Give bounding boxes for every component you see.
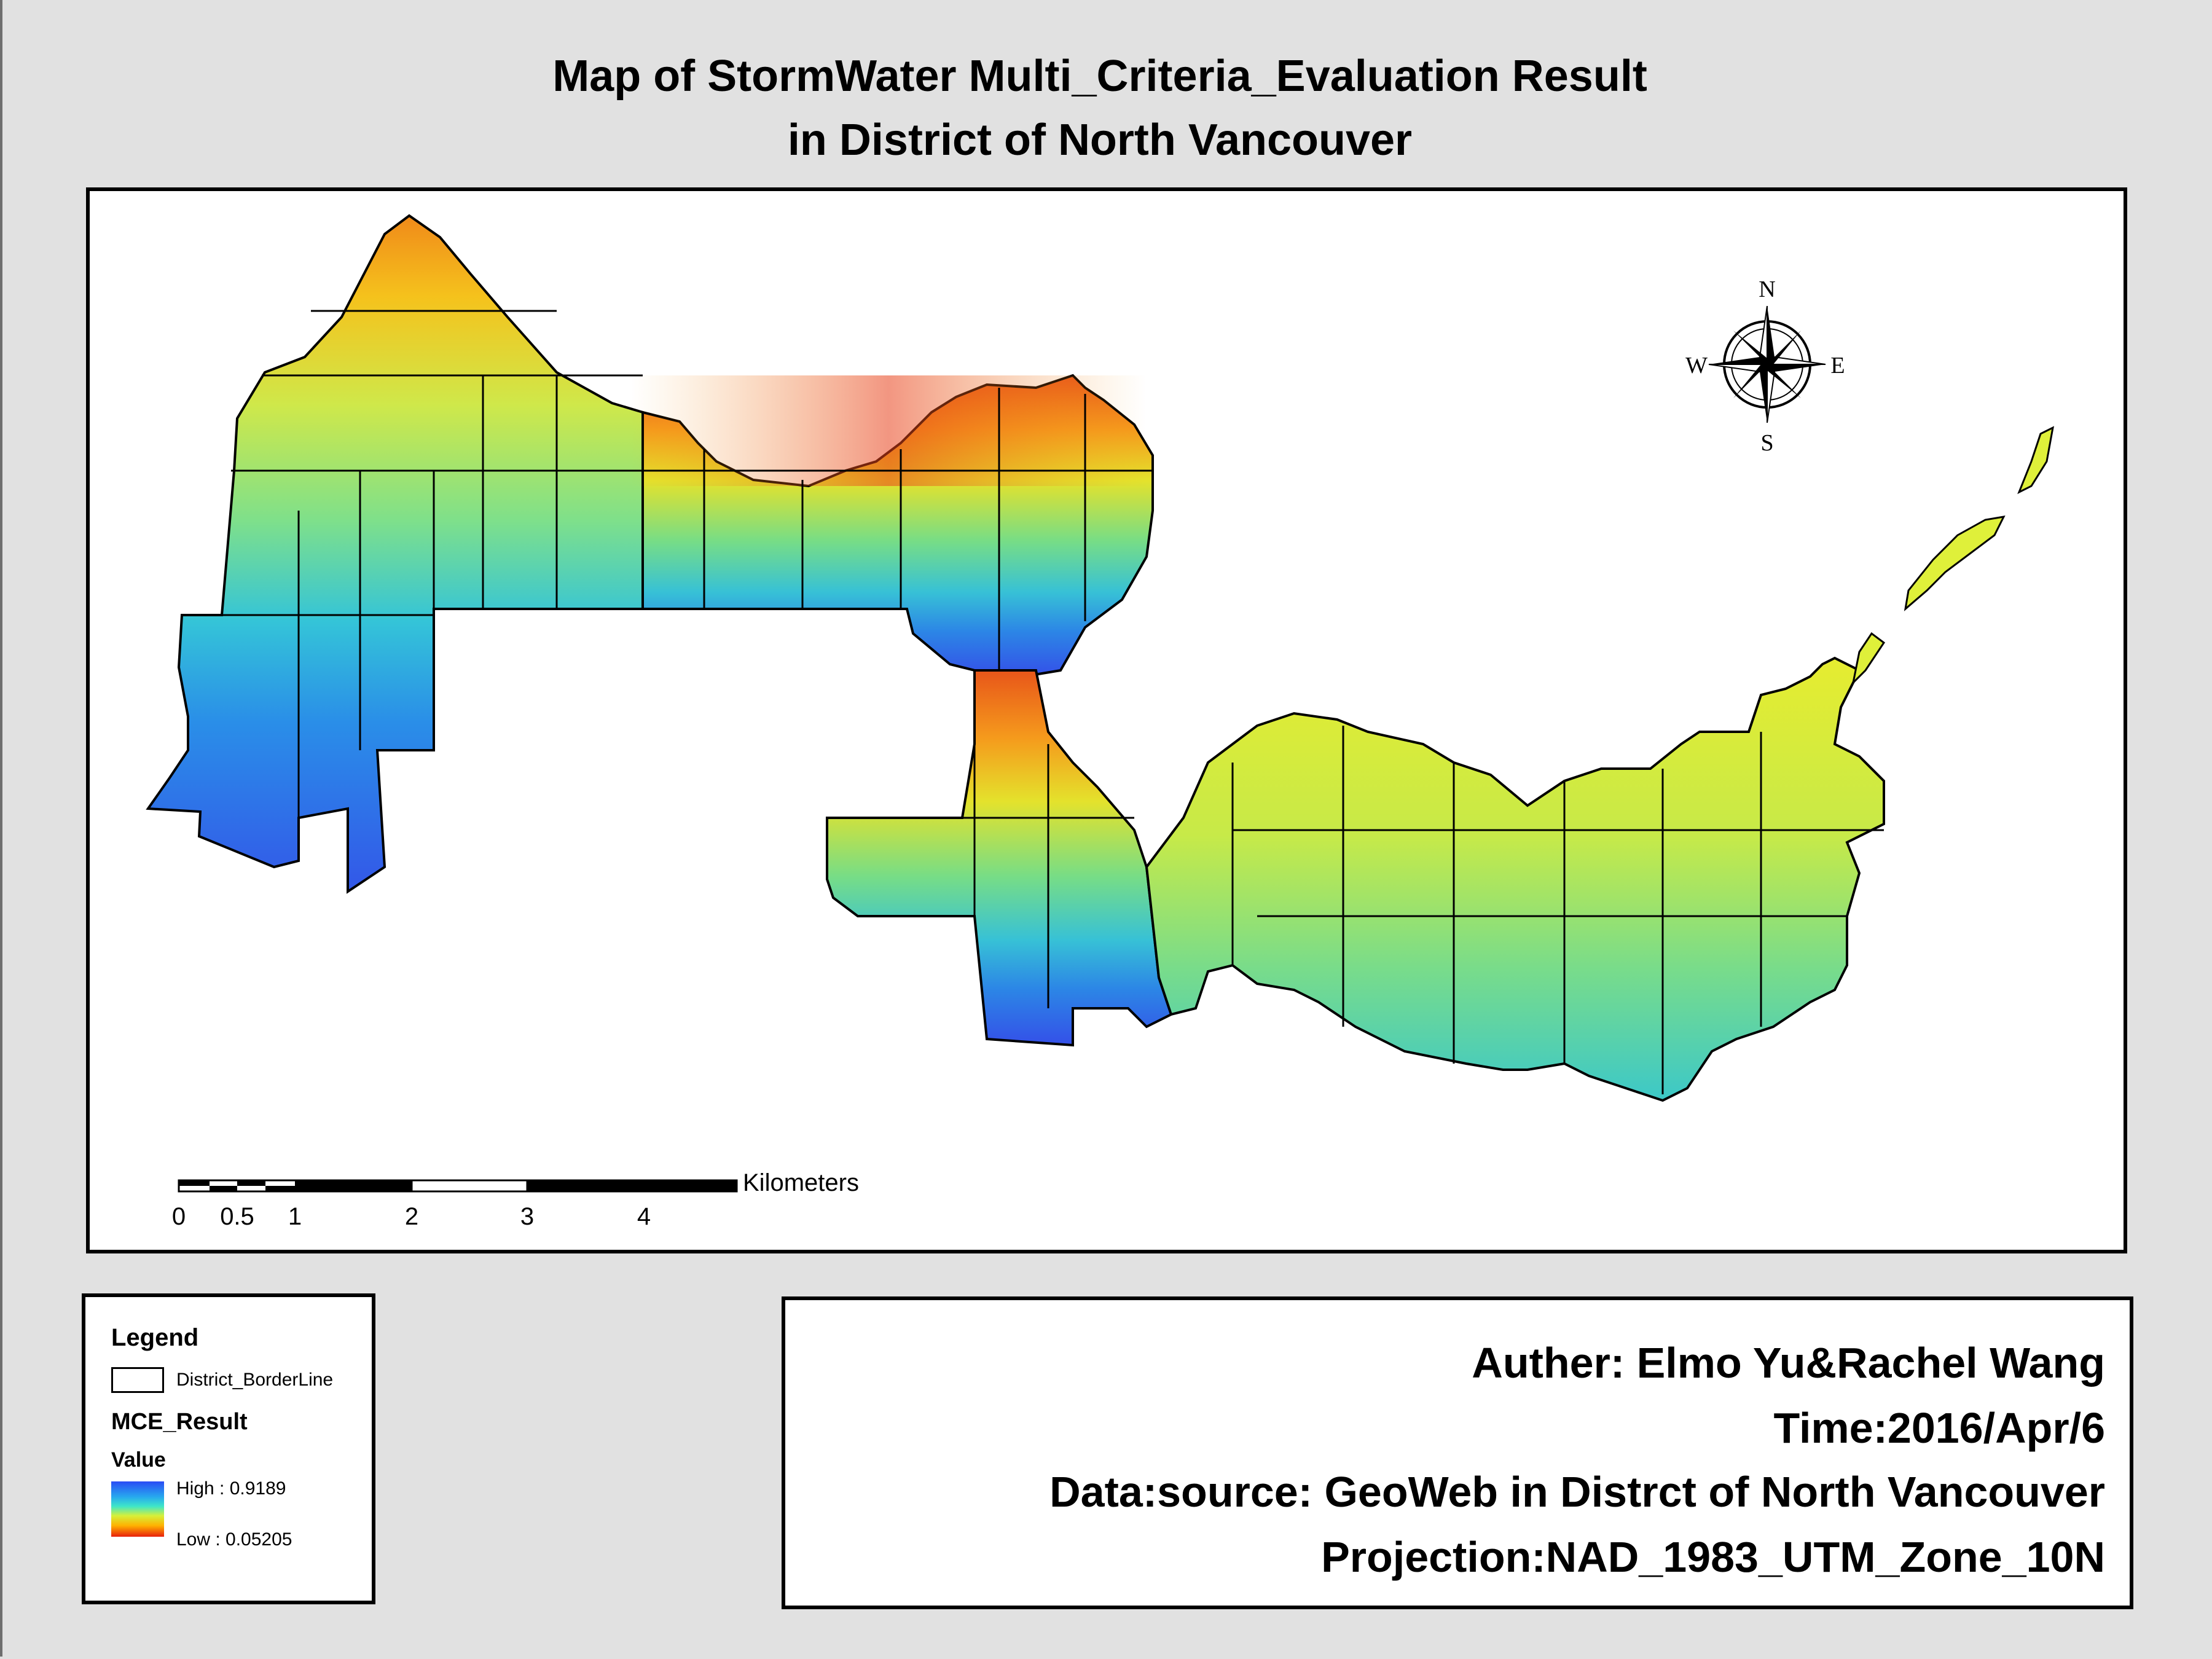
color-ramp-swatch xyxy=(111,1481,164,1537)
compass-e-label: E xyxy=(1830,353,1845,378)
island-1[interactable] xyxy=(2017,426,2055,495)
time-text: Time:2016/Apr/6 xyxy=(1773,1404,2105,1452)
map-title-line-1: Map of StormWater Multi_Criteria_Evaluat… xyxy=(552,52,1647,101)
island-3[interactable] xyxy=(1851,632,1886,686)
projection-text: Projection:NAD_1983_UTM_Zone_10N xyxy=(1321,1533,2105,1581)
raster-layer-label: MCE_Result xyxy=(111,1409,248,1435)
central-south-area[interactable] xyxy=(826,669,1173,1047)
scale-tick-3: 3 xyxy=(520,1203,534,1230)
compass-s-label: S xyxy=(1760,430,1773,456)
source-text: Data:source: GeoWeb in Distrct of North … xyxy=(1049,1468,2105,1516)
legend-high-label: High : 0.9189 xyxy=(176,1478,286,1499)
scale-unit-label: Kilometers xyxy=(743,1169,859,1196)
west-district-area[interactable] xyxy=(146,214,644,894)
scale-tick-0: 0 xyxy=(172,1203,186,1230)
north-arrow-compass-icon: N S E W xyxy=(1685,276,1845,456)
map-title-line-2: in District of North Vancouver xyxy=(787,116,1413,165)
border-line-swatch xyxy=(111,1367,164,1393)
scale-tick-0-5: 0.5 xyxy=(220,1203,254,1230)
sub-district-boundaries xyxy=(222,310,1884,1094)
scale-tick-4: 4 xyxy=(637,1203,651,1230)
scale-bar: Kilometers 0 0.5 1 2 3 4 xyxy=(172,1169,859,1230)
legend-panel: Legend District_BorderLine MCE_Result Va… xyxy=(82,1293,375,1604)
island-2[interactable] xyxy=(1904,516,2006,611)
border-layer-label: District_BorderLine xyxy=(176,1370,334,1390)
author-text: Auther: Elmo Yu&Rachel Wang xyxy=(1472,1339,2105,1387)
high-elevation-zone xyxy=(630,375,1147,486)
scale-tick-1: 1 xyxy=(288,1203,302,1230)
map-canvas[interactable]: N S E W Kilometers 0 0.5 1 2 3 4 xyxy=(90,191,2131,1257)
legend-title: Legend xyxy=(111,1324,199,1351)
value-label: Value xyxy=(111,1448,166,1472)
scale-tick-2: 2 xyxy=(405,1203,418,1230)
east-district-area[interactable] xyxy=(1145,656,1885,1102)
compass-w-label: W xyxy=(1685,353,1708,378)
compass-n-label: N xyxy=(1759,276,1775,302)
map-info-panel: Auther: Elmo Yu&Rachel Wang Time:2016/Ap… xyxy=(782,1296,2133,1609)
legend-low-label: Low : 0.05205 xyxy=(176,1529,292,1550)
map-frame[interactable]: N S E W Kilometers 0 0.5 1 2 3 4 xyxy=(86,187,2127,1253)
